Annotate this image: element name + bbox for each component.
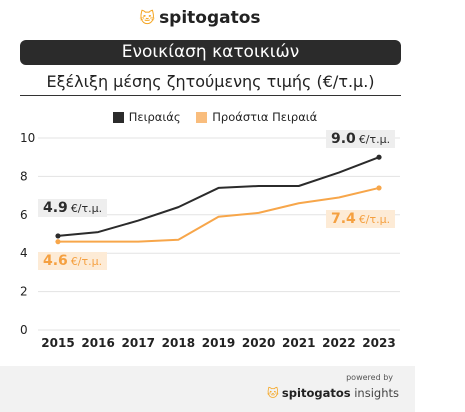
x-tick-label: 2022 (322, 336, 355, 350)
label-value: 4.9 (43, 200, 68, 216)
label-piraeus-2023: 9.0 €/τ.μ. (326, 130, 396, 148)
data-point (55, 233, 61, 239)
legend: Πειραιάς Προάστια Πειραιά (0, 110, 430, 126)
label-value: 9.0 (331, 131, 356, 147)
data-point (55, 239, 61, 245)
legend-swatch-suburbs (196, 111, 208, 123)
powered-by: powered by (346, 373, 393, 382)
label-unit: €/τ.μ. (70, 202, 103, 215)
y-tick-label: 0 (20, 323, 28, 337)
label-suburbs-2023: 7.4 €/τ.μ. (326, 210, 396, 228)
x-tick-label: 2021 (282, 336, 315, 350)
legend-label-piraeus: Πειραιάς (128, 110, 181, 124)
label-suburbs-2015: 4.6 €/τ.μ. (38, 252, 108, 270)
legend-item-piraeus: Πειραιάς (112, 110, 181, 124)
label-value: 4.6 (43, 253, 68, 269)
y-tick-label: 4 (20, 246, 28, 260)
footer: powered by 🐱︎ spitogatos insights (0, 366, 415, 412)
y-tick-label: 2 (20, 285, 28, 299)
brand-name: spitogatos (159, 8, 261, 28)
chart-title: Ενοικίαση κατοικιών (20, 40, 401, 65)
legend-swatch-piraeus (112, 111, 124, 123)
x-tick-label: 2018 (162, 336, 195, 350)
label-unit: €/τ.μ. (70, 255, 103, 268)
data-point (376, 185, 382, 191)
x-tick-label: 2015 (41, 336, 74, 350)
x-tick-label: 2023 (362, 336, 395, 350)
cat-icon: 🐱︎ (139, 9, 156, 27)
label-unit: €/τ.μ. (358, 133, 391, 146)
footer-brand-suffix: insights (354, 386, 399, 400)
legend-label-suburbs: Προάστια Πειραιά (212, 110, 318, 124)
y-tick-label: 10 (20, 131, 35, 145)
x-tick-label: 2020 (242, 336, 275, 350)
x-tick-label: 2016 (81, 336, 114, 350)
x-tick-label: 2017 (122, 336, 155, 350)
footer-brand: 🐱︎ spitogatos insights (267, 386, 399, 400)
brand-logo: 🐱︎ spitogatos (0, 8, 400, 28)
series-line (58, 186, 380, 243)
legend-item-suburbs: Προάστια Πειραιά (196, 110, 317, 124)
series-line (57, 156, 380, 237)
label-value: 7.4 (331, 211, 356, 227)
y-tick-label: 6 (20, 208, 28, 222)
data-point (376, 154, 382, 160)
label-piraeus-2015: 4.9 €/τ.μ. (38, 199, 108, 217)
label-unit: €/τ.μ. (358, 213, 391, 226)
cat-icon: 🐱︎ (266, 386, 279, 400)
footer-brand-name: spitogatos (281, 386, 351, 400)
x-tick-label: 2019 (202, 336, 235, 350)
chart-subtitle: Εξέλιξη μέσης ζητούμενης τιμής (€/τ.μ.) (20, 68, 401, 96)
y-tick-label: 8 (20, 169, 28, 183)
